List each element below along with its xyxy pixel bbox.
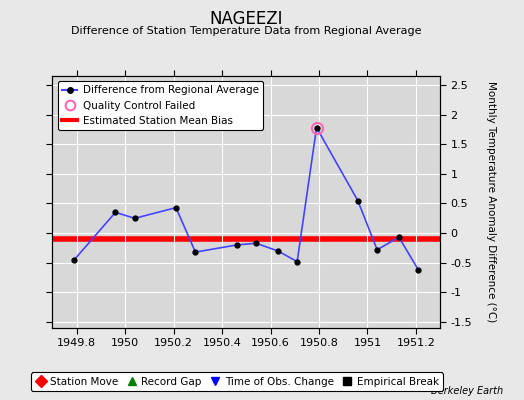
Text: Berkeley Earth: Berkeley Earth: [431, 386, 503, 396]
Text: Difference of Station Temperature Data from Regional Average: Difference of Station Temperature Data f…: [71, 26, 421, 36]
Legend: Station Move, Record Gap, Time of Obs. Change, Empirical Break: Station Move, Record Gap, Time of Obs. C…: [31, 372, 443, 391]
Legend: Difference from Regional Average, Quality Control Failed, Estimated Station Mean: Difference from Regional Average, Qualit…: [58, 81, 263, 130]
Text: NAGEEZI: NAGEEZI: [210, 10, 283, 28]
Y-axis label: Monthly Temperature Anomaly Difference (°C): Monthly Temperature Anomaly Difference (…: [486, 81, 496, 323]
